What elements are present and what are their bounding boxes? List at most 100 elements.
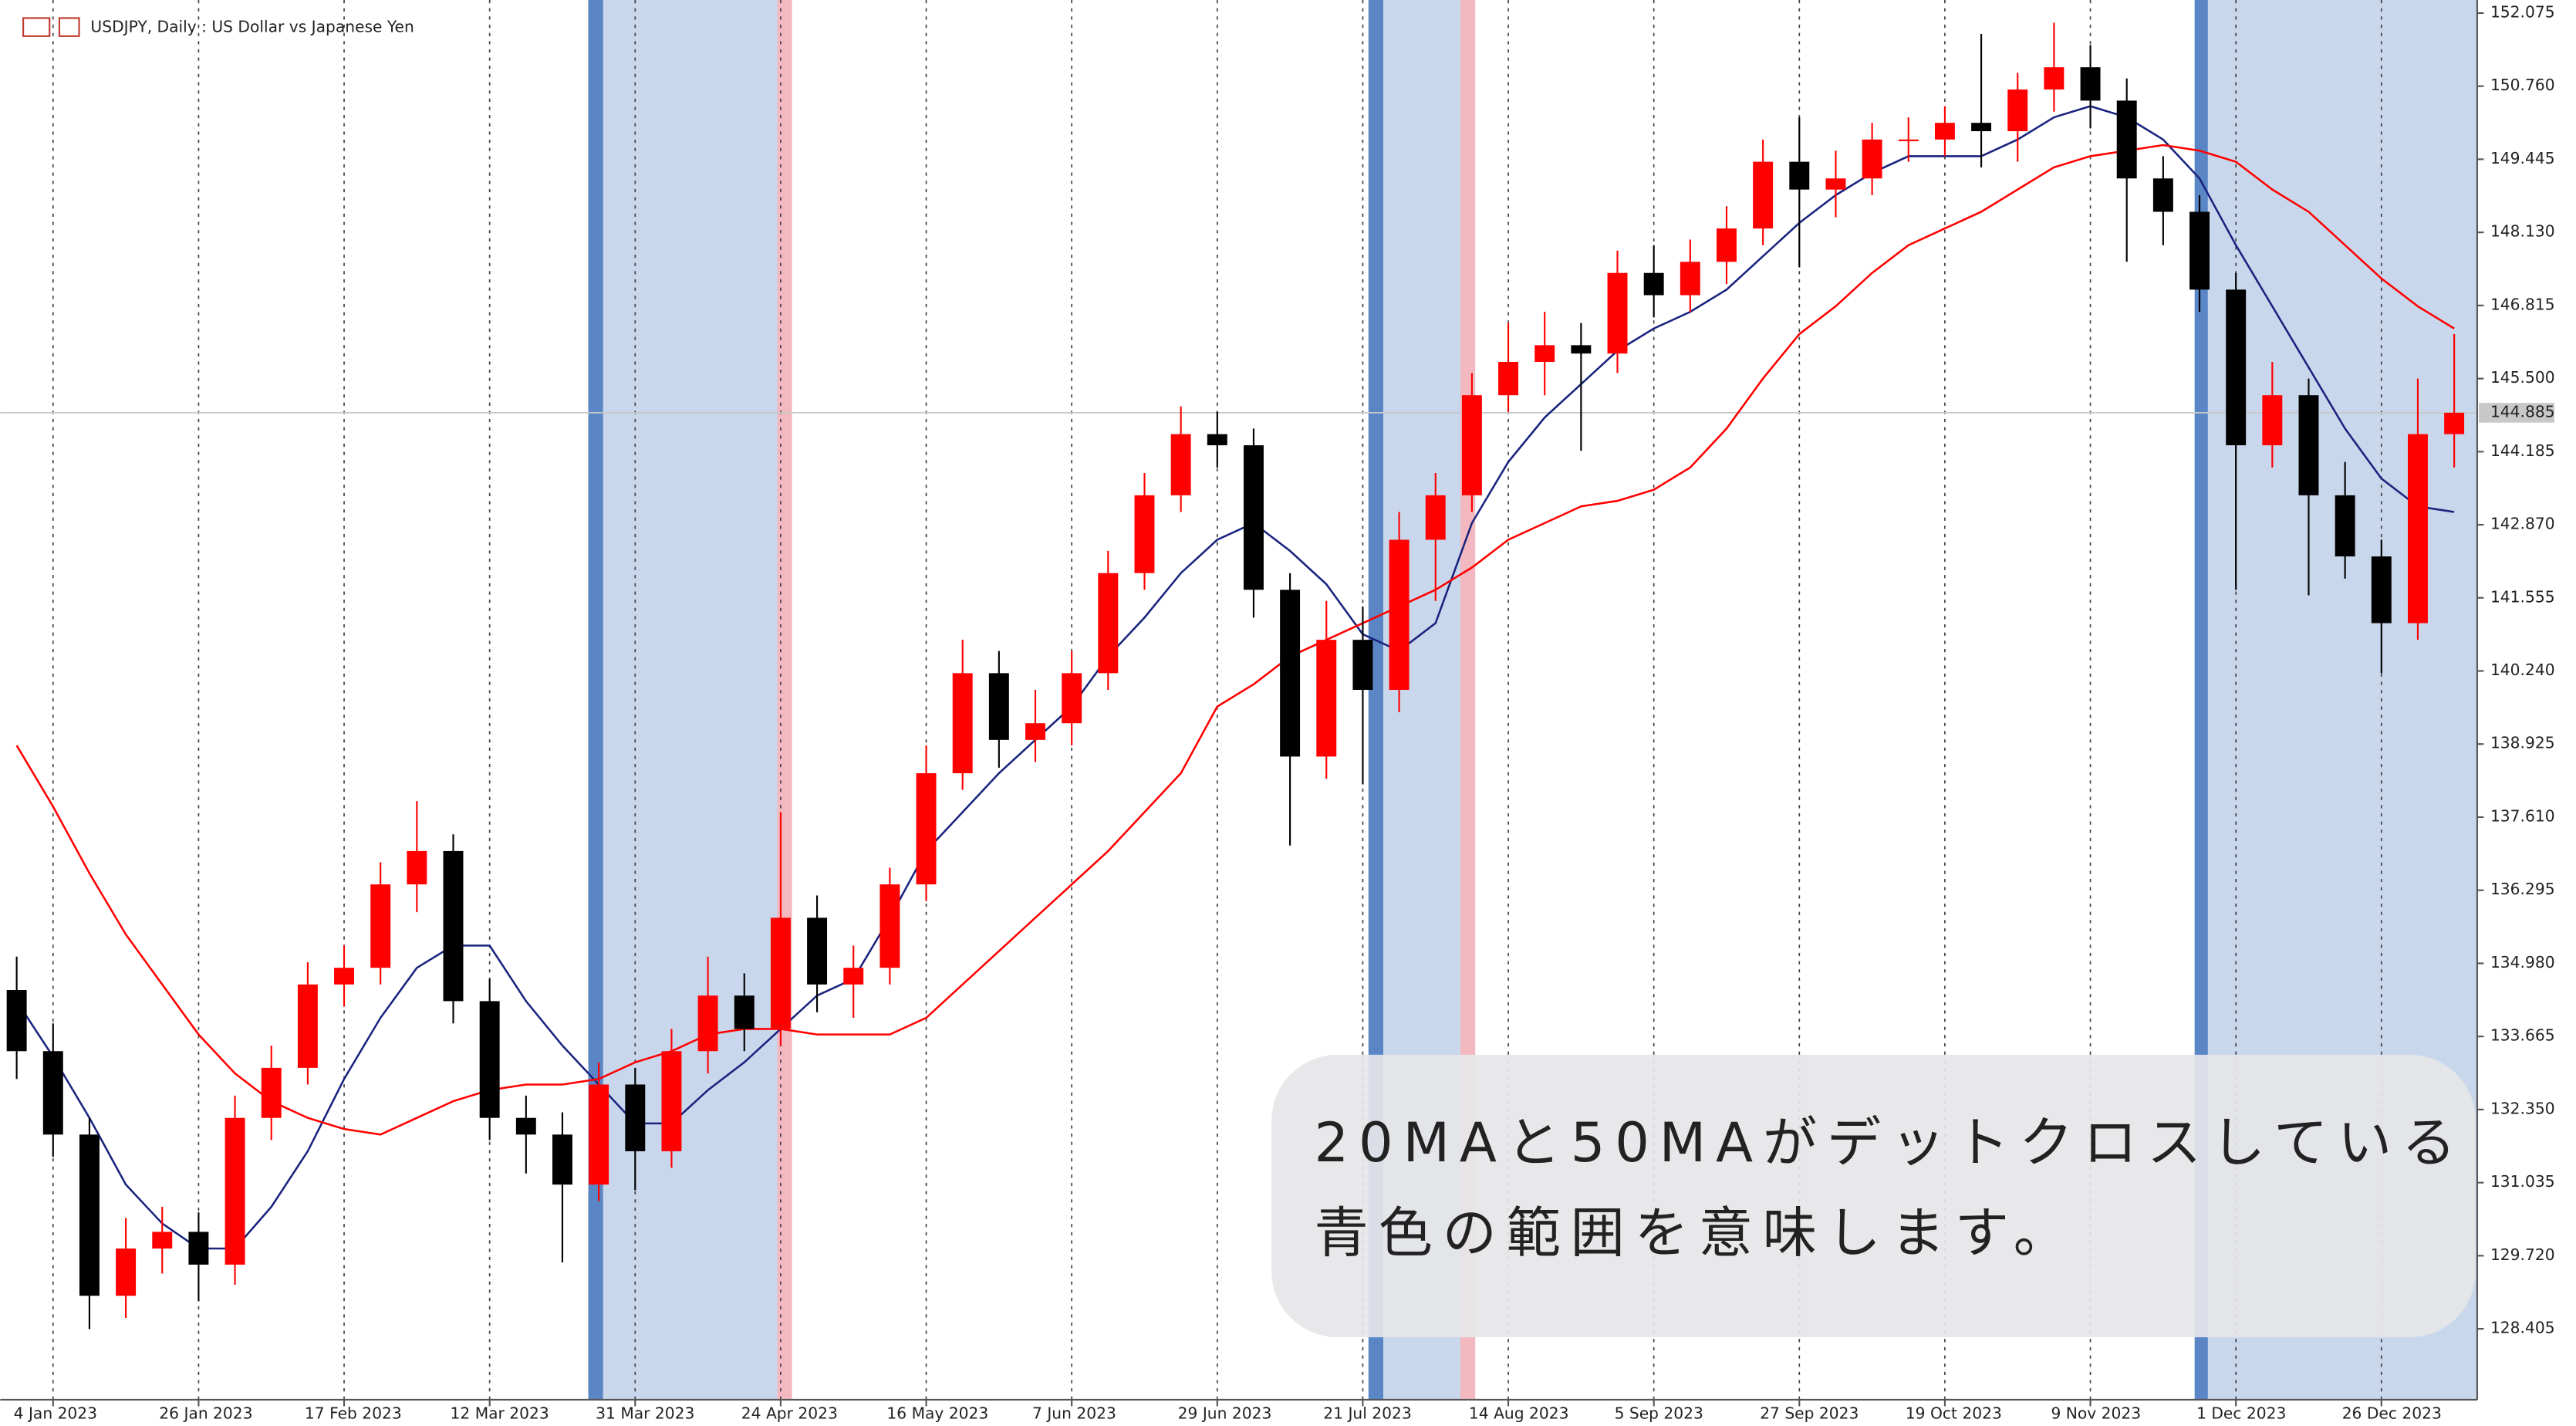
candle-body <box>2371 556 2392 623</box>
candle-body <box>6 990 27 1052</box>
annotation-line: 青色の範囲を意味します。 <box>1315 1201 2078 1265</box>
candle-body <box>2116 100 2137 179</box>
candle-body <box>1825 178 1846 190</box>
candle-body <box>1898 139 1919 141</box>
current-price-label: 144.885 <box>2490 402 2555 421</box>
x-tick-label: 26 Dec 2023 <box>2342 1404 2442 1423</box>
candle-body <box>952 673 973 774</box>
icon <box>22 17 51 37</box>
candle-body <box>1243 445 1264 590</box>
candle-body <box>2262 395 2283 446</box>
candle-body <box>152 1232 173 1249</box>
y-tick-label: 131.035 <box>2490 1172 2555 1191</box>
candle-body <box>625 1084 646 1151</box>
x-tick-label: 4 Jan 2023 <box>14 1404 97 1423</box>
x-tick-label: 5 Sep 2023 <box>1615 1404 1703 1423</box>
candle-body <box>225 1117 245 1265</box>
candle-body <box>1717 228 1737 262</box>
shade-edge <box>588 0 603 1400</box>
y-tick-label: 144.185 <box>2490 441 2555 460</box>
y-tick-label: 142.870 <box>2490 515 2555 533</box>
candle-body <box>2298 395 2319 495</box>
candle-body <box>261 1067 282 1118</box>
candle-body <box>1934 123 1955 140</box>
candle-body <box>1971 123 1992 132</box>
candle-body <box>1062 673 1082 724</box>
x-tick-label: 29 Jun 2023 <box>1178 1404 1272 1423</box>
x-tick-label: 31 Mar 2023 <box>596 1404 694 1423</box>
candle-body <box>334 968 355 985</box>
y-tick-label: 134.980 <box>2490 953 2555 972</box>
candle-body <box>1680 262 1700 296</box>
y-tick-label: 150.760 <box>2490 76 2555 94</box>
candle-body <box>1389 539 1410 691</box>
annotation-box <box>1271 1054 2476 1338</box>
candle-body <box>2444 412 2465 434</box>
shade-edge <box>1368 0 1383 1400</box>
candle-body <box>1534 345 1555 362</box>
candle-body <box>988 673 1009 740</box>
chart-title: USDJPY, Daily : US Dollar vs Japanese Ye… <box>90 18 414 36</box>
moving-average <box>15 105 2455 1250</box>
candle-body <box>116 1248 137 1296</box>
candle-body <box>1207 434 1227 446</box>
y-tick-label: 140.240 <box>2490 661 2555 679</box>
y-tick-label: 141.555 <box>2490 587 2555 606</box>
candle-body <box>479 1001 500 1118</box>
candle-body <box>589 1084 609 1185</box>
candle-body <box>2080 67 2101 101</box>
candle-body <box>1352 640 1373 691</box>
title-bar: USDJPY, Daily : US Dollar vs Japanese Ye… <box>22 17 414 37</box>
y-tick-label: 137.610 <box>2490 806 2555 825</box>
candle-body <box>1498 361 1519 396</box>
x-tick-label: 19 Oct 2023 <box>1906 1404 2002 1423</box>
current-price-tag <box>2479 403 2554 423</box>
candle-body <box>407 850 427 885</box>
candle-body <box>1170 434 1191 495</box>
candle-body <box>2044 67 2065 90</box>
x-tick-label: 16 May 2023 <box>886 1404 988 1423</box>
candle-body <box>443 850 464 1002</box>
candle-body <box>1607 272 1628 354</box>
candle-body <box>188 1232 209 1265</box>
candle-body <box>1280 590 1301 757</box>
candle-body <box>916 773 937 885</box>
y-tick-label: 146.815 <box>2490 295 2555 313</box>
candle-body <box>879 884 900 968</box>
candle-body <box>42 1051 63 1135</box>
candle-body <box>661 1051 682 1151</box>
y-tick-label: 133.665 <box>2490 1026 2555 1045</box>
candle-body <box>2007 89 2028 132</box>
candle-body <box>734 995 755 1029</box>
y-tick-label: 152.075 <box>2490 2 2555 21</box>
candle-body <box>1571 345 1592 354</box>
candle-body <box>1461 395 1482 495</box>
shade-edge <box>777 0 792 1400</box>
candle-body <box>1753 161 1774 229</box>
x-tick-label: 7 Jun 2023 <box>1032 1404 1116 1423</box>
y-tick-label: 148.130 <box>2490 222 2555 241</box>
candle-body <box>1789 161 1810 190</box>
x-tick-label: 12 Mar 2023 <box>451 1404 549 1423</box>
candle-body <box>1643 272 1664 296</box>
candle-body <box>697 995 718 1052</box>
candle-body <box>807 917 828 985</box>
shade-band <box>588 0 781 1400</box>
shade-edge <box>1460 0 1476 1400</box>
moving-average <box>15 144 2455 1136</box>
candle-body <box>79 1134 100 1296</box>
candle-body <box>370 884 391 968</box>
x-tick-label: 24 Apr 2023 <box>741 1404 838 1423</box>
y-tick-label: 138.925 <box>2490 734 2555 752</box>
y-tick-label: 132.350 <box>2490 1099 2555 1117</box>
x-tick-label: 27 Sep 2023 <box>1760 1404 1859 1423</box>
y-tick-label: 129.720 <box>2490 1245 2555 1264</box>
candle-body <box>1025 723 1045 740</box>
x-tick-label: 1 Dec 2023 <box>2196 1404 2286 1423</box>
candle-body <box>1425 495 1446 540</box>
y-tick-label: 149.445 <box>2490 149 2555 167</box>
candle-body <box>770 917 791 1029</box>
candle-body <box>1862 139 1882 179</box>
